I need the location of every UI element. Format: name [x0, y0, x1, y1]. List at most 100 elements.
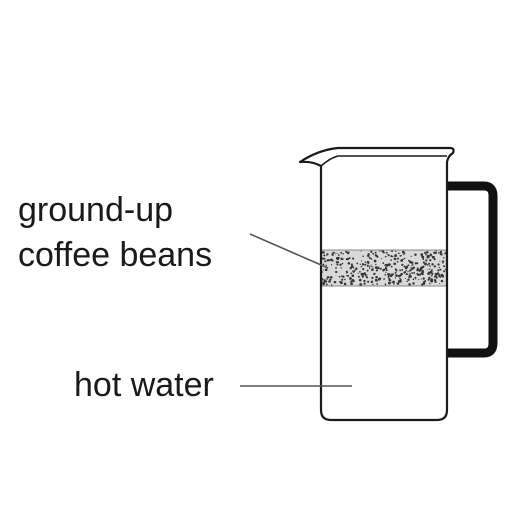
grounds-speckle	[408, 274, 411, 278]
grounds-speckle	[322, 263, 325, 266]
grounds-speckle	[400, 279, 402, 281]
grounds-speckle	[403, 257, 406, 260]
grounds-speckle	[405, 273, 408, 276]
grounds-speckle	[345, 258, 348, 261]
grounds-speckle	[355, 267, 358, 271]
grounds-speckle	[401, 263, 404, 266]
grounds-speckle	[411, 264, 413, 267]
grounds-speckle	[341, 262, 344, 265]
grounds-speckle	[435, 250, 437, 252]
grounds-speckle	[323, 257, 326, 260]
grounds-speckle	[343, 282, 347, 286]
grounds-speckle	[360, 250, 362, 252]
grounds-speckle	[350, 265, 354, 268]
grounds-speckle	[388, 281, 391, 285]
grounds-speckle	[322, 282, 326, 285]
grounds-speckle	[323, 269, 325, 271]
grounds-speckle	[350, 282, 353, 286]
grounds-speckle	[444, 268, 447, 271]
grounds-speckle	[395, 250, 397, 253]
grounds-speckle	[364, 274, 367, 277]
grounds-speckle	[429, 268, 431, 270]
grounds-speckle	[433, 265, 436, 268]
grounds-speckle	[381, 258, 383, 260]
pitcher-rim	[320, 155, 447, 167]
grounds-speckle	[418, 269, 422, 272]
grounds-speckle	[393, 283, 395, 285]
grounds-speckle	[390, 259, 392, 261]
grounds-speckle	[405, 269, 407, 271]
grounds-speckle	[372, 252, 374, 255]
grounds-speckle	[421, 271, 424, 274]
grounds-speckle	[438, 266, 440, 269]
water-label: hot water	[74, 366, 214, 404]
grounds-speckle	[371, 268, 374, 271]
grounds-speckle	[335, 267, 337, 269]
grounds-speckle	[387, 263, 390, 267]
grounds-speckle	[374, 266, 378, 269]
grounds-speckle	[424, 252, 427, 255]
grounds-speckle	[367, 263, 369, 265]
grounds-speckle	[409, 267, 412, 269]
grounds-speckle	[384, 255, 387, 258]
grounds-speckle	[359, 271, 361, 273]
grounds-speckle	[335, 261, 338, 264]
grounds-speckle	[411, 267, 414, 270]
grounds-speckle	[429, 282, 431, 285]
grounds-speckle	[390, 273, 394, 277]
grounds-speckle	[429, 259, 432, 262]
grounds-speckle	[399, 277, 401, 280]
grounds-speckle	[402, 258, 404, 261]
grounds-speckle	[386, 266, 388, 268]
grounds-speckle	[437, 252, 440, 254]
grounds-speckle	[412, 263, 414, 266]
grounds-speckle	[350, 263, 353, 266]
grounds-speckle	[431, 256, 434, 259]
grounds-speckle	[434, 274, 437, 277]
grounds-speckle	[352, 271, 355, 273]
grounds-speckle	[390, 255, 393, 258]
grounds-speckle	[422, 261, 426, 264]
grounds-speckle	[368, 256, 371, 260]
grounds-speckle	[444, 251, 446, 253]
grounds-speckle	[370, 250, 373, 253]
pitcher-handle	[447, 181, 498, 358]
grounds-speckle	[399, 269, 401, 272]
grounds-speckle	[443, 265, 446, 268]
grounds-speckle	[427, 278, 430, 281]
grounds-speckle	[437, 263, 440, 266]
grounds-speckle	[385, 269, 388, 272]
grounds-speckle	[376, 283, 378, 285]
grounds-speckle	[427, 272, 430, 275]
grounds-speckle	[376, 266, 380, 270]
grounds-speckle	[341, 278, 344, 281]
grounds-speckle	[443, 257, 445, 259]
grounds-speckle	[430, 275, 433, 277]
grounds-speckle	[375, 279, 378, 282]
grounds-speckle	[443, 270, 446, 273]
grounds-speckle	[373, 272, 376, 276]
grounds-label-line1: ground-up	[18, 191, 174, 229]
grounds-speckle	[408, 270, 410, 272]
grounds-speckle	[395, 274, 398, 277]
grounds-speckle	[440, 253, 443, 256]
grounds-speckle	[405, 267, 407, 269]
grounds-speckle	[338, 276, 341, 278]
grounds-speckle	[374, 251, 377, 254]
grounds-speckle	[367, 254, 370, 258]
grounds-speckle	[340, 257, 343, 261]
grounds-speckle	[431, 263, 434, 266]
grounds-speckle	[422, 258, 425, 261]
grounds-speckle	[434, 272, 437, 276]
grounds-speckle	[365, 276, 369, 279]
grounds-speckle	[351, 274, 355, 277]
grounds-speckle	[333, 280, 337, 284]
grounds-speckle	[342, 275, 345, 278]
grounds-speckle	[426, 251, 429, 254]
grounds-speckle	[394, 268, 397, 271]
grounds-speckle	[416, 272, 419, 276]
grounds-speckle	[393, 257, 397, 261]
grounds-speckle	[434, 280, 437, 284]
grounds-speckle	[360, 265, 363, 268]
grounds-speckle	[408, 283, 411, 286]
